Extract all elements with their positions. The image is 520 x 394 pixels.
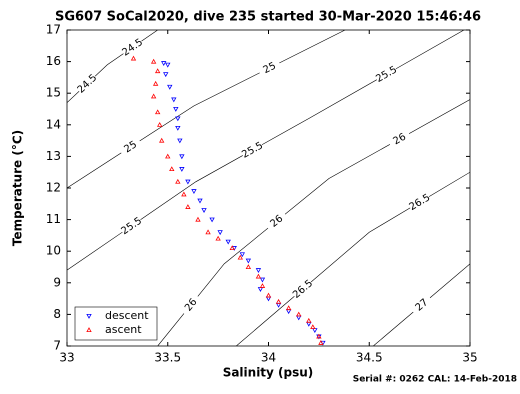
legend-marker bbox=[86, 327, 92, 333]
data-point bbox=[225, 239, 231, 245]
data-point bbox=[197, 198, 203, 204]
y-tick-label: 11 bbox=[46, 212, 61, 226]
data-point bbox=[177, 138, 183, 144]
data-point bbox=[171, 97, 177, 103]
data-point bbox=[306, 317, 312, 323]
contour-label: 25 bbox=[262, 61, 278, 77]
data-point bbox=[316, 333, 322, 339]
contour-label-bg bbox=[117, 135, 143, 158]
data-point bbox=[173, 107, 179, 112]
data-point bbox=[154, 109, 161, 115]
y-tick-label: 17 bbox=[46, 23, 61, 37]
data-point bbox=[185, 179, 191, 185]
contour-label-bg bbox=[386, 128, 413, 150]
contour-label-bg bbox=[407, 191, 433, 214]
contour-label: 26 bbox=[391, 132, 407, 148]
data-point bbox=[237, 254, 243, 260]
contour-label-bg bbox=[373, 63, 399, 85]
data-point bbox=[318, 340, 324, 345]
x-axis-label: Salinity (psu) bbox=[223, 366, 314, 380]
data-point bbox=[209, 217, 215, 223]
data-point bbox=[191, 189, 197, 194]
data-point bbox=[259, 277, 266, 283]
data-point bbox=[195, 216, 201, 222]
legend-marker bbox=[86, 313, 92, 319]
y-tick-label: 16 bbox=[46, 54, 61, 68]
contour-label-group: 26 bbox=[386, 128, 413, 150]
data-point bbox=[285, 305, 292, 311]
data-point bbox=[259, 283, 266, 288]
data-point bbox=[154, 68, 161, 74]
y-tick-label: 15 bbox=[46, 86, 61, 100]
data-point bbox=[239, 252, 245, 258]
data-point bbox=[179, 154, 185, 160]
density-contour bbox=[67, 30, 346, 189]
x-tick-label: 35 bbox=[462, 351, 477, 365]
legend-label: descent bbox=[105, 309, 149, 322]
contour-label-bg bbox=[290, 277, 316, 301]
data-point bbox=[275, 298, 282, 304]
data-point bbox=[245, 264, 252, 270]
contour-label-bg bbox=[120, 36, 145, 59]
data-point bbox=[165, 62, 171, 68]
data-point bbox=[152, 80, 159, 86]
data-point bbox=[161, 61, 167, 67]
y-tick-label: 9 bbox=[53, 275, 61, 289]
y-axis-label: Temperature (°C) bbox=[11, 130, 25, 246]
contour-label-bg bbox=[264, 209, 289, 233]
contour-label-bg bbox=[409, 293, 434, 317]
contour-label-bg bbox=[239, 139, 265, 161]
data-point bbox=[255, 268, 262, 273]
data-point bbox=[255, 273, 262, 279]
data-point bbox=[229, 245, 235, 251]
chart-title: SG607 SoCal2020, dive 235 started 30-Mar… bbox=[55, 10, 481, 25]
y-tick-label: 14 bbox=[46, 117, 61, 131]
data-point bbox=[201, 208, 207, 213]
x-tick-label: 34 bbox=[261, 351, 276, 365]
y-tick-label: 13 bbox=[46, 149, 61, 163]
data-point bbox=[159, 137, 165, 143]
contour-label-bg bbox=[75, 71, 100, 96]
contour-label-bg bbox=[119, 214, 144, 238]
data-point bbox=[245, 258, 252, 264]
data-point bbox=[310, 324, 316, 330]
data-point bbox=[150, 58, 157, 64]
data-point bbox=[157, 121, 163, 127]
data-point bbox=[205, 229, 211, 235]
data-point bbox=[169, 166, 175, 172]
data-point bbox=[265, 292, 272, 298]
legend-label: ascent bbox=[105, 323, 142, 336]
y-tick-label: 7 bbox=[53, 339, 61, 353]
x-tick-label: 33.5 bbox=[154, 351, 181, 365]
contour-label-group: 25 bbox=[256, 57, 283, 79]
density-contour bbox=[236, 171, 470, 346]
contour-label-bg bbox=[179, 292, 203, 318]
x-tick-label: 33 bbox=[59, 351, 74, 365]
data-point bbox=[179, 167, 185, 172]
data-point bbox=[181, 191, 187, 197]
legend-box bbox=[74, 306, 158, 341]
data-point bbox=[185, 204, 191, 209]
data-point bbox=[215, 235, 221, 241]
data-point bbox=[296, 311, 302, 317]
y-tick-label: 10 bbox=[46, 244, 61, 258]
data-point bbox=[175, 125, 181, 131]
data-point bbox=[217, 230, 223, 236]
y-tick-label: 12 bbox=[46, 181, 61, 195]
data-point bbox=[130, 55, 137, 61]
y-tick-label: 8 bbox=[53, 307, 61, 321]
x-tick-label: 34.5 bbox=[356, 351, 383, 365]
data-point bbox=[175, 178, 181, 184]
data-point bbox=[163, 72, 169, 78]
data-point bbox=[165, 153, 171, 159]
data-point bbox=[167, 84, 173, 90]
data-point bbox=[175, 116, 181, 122]
footer: Serial #: 0262 CAL: 14-Feb-2018 bbox=[353, 375, 517, 385]
data-point bbox=[150, 93, 157, 99]
contour-label-bg bbox=[256, 57, 283, 79]
